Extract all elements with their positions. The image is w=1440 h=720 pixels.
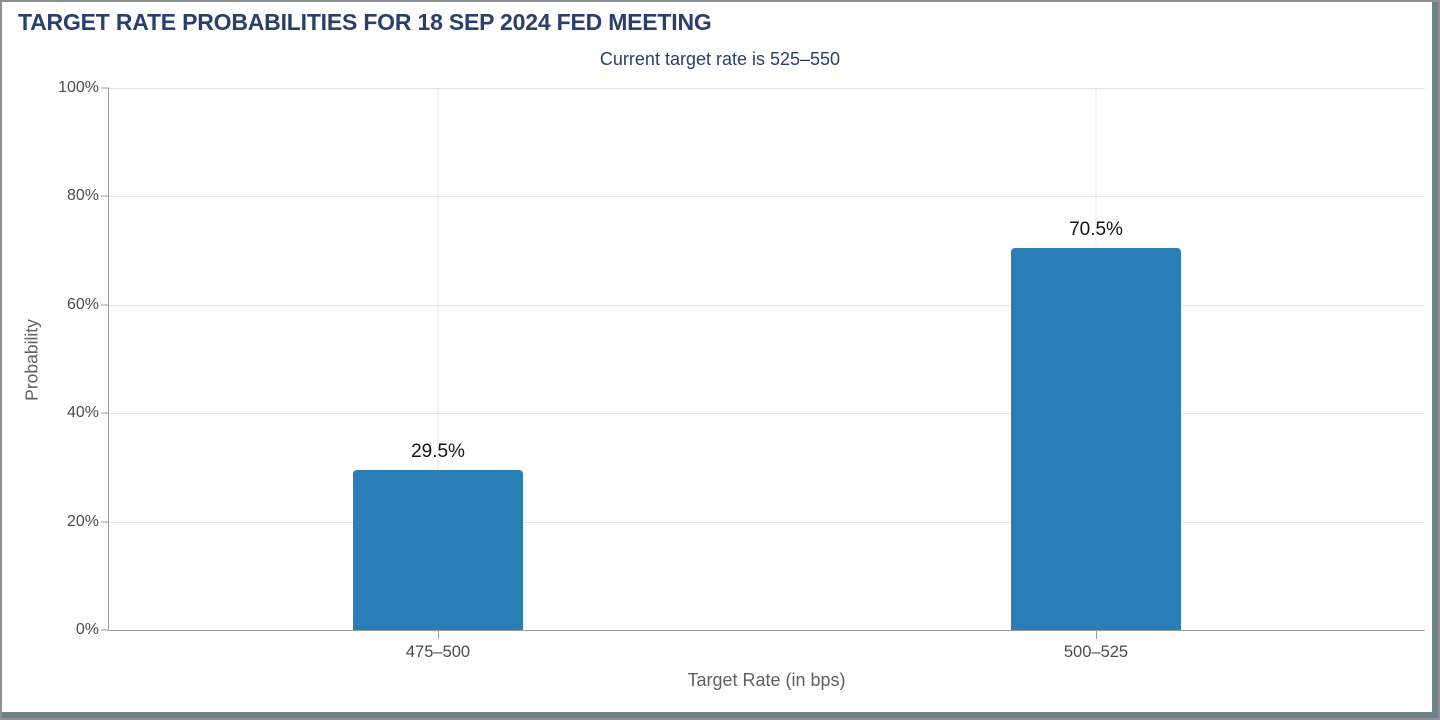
y-tick-mark — [101, 87, 109, 89]
y-tick-label: 80% — [66, 187, 99, 205]
gridline-h-40 — [109, 413, 1425, 415]
x-tick-mark — [1096, 630, 1097, 639]
chart-subtitle: Current target rate is 525–550 — [599, 49, 841, 69]
gridline-h-60 — [109, 304, 1425, 306]
gridline-h-80 — [109, 196, 1425, 198]
bar-value-label: 70.5% — [1069, 218, 1123, 240]
gridline-h-100 — [109, 88, 1425, 89]
y-tick-label: 60% — [66, 295, 99, 313]
gridline-h-20 — [109, 521, 1425, 523]
y-tick-label: 20% — [66, 512, 99, 530]
y-tick-mark — [101, 412, 109, 414]
bar-500-525[interactable] — [1011, 247, 1181, 630]
x-tick-mark — [438, 630, 439, 639]
y-tick-mark — [101, 521, 109, 523]
x-tick-label: 475–500 — [405, 643, 471, 661]
plot-area: 0% 20% 40% 60% 80% 100% 29.5% 70.5% 475–… — [58, 80, 1425, 661]
y-tick-label: 40% — [66, 404, 99, 422]
y-tick-mark — [101, 304, 109, 306]
window-edge-bottom — [2, 712, 1438, 718]
y-tick-label: 0% — [75, 621, 99, 638]
bar-475-500[interactable] — [353, 470, 523, 630]
chart-title: TARGET RATE PROBABILITIES FOR 18 SEP 202… — [18, 9, 712, 35]
x-axis-title: Target Rate (in bps) — [687, 670, 846, 690]
gridline-v-cat1 — [437, 88, 439, 630]
y-tick-label: 100% — [58, 79, 99, 96]
x-tick-label: 500–525 — [1063, 643, 1129, 661]
window-edge-right — [1432, 2, 1438, 718]
y-axis-title: Probability — [21, 319, 42, 401]
bar-value-label: 29.5% — [411, 441, 465, 463]
y-tick-mark — [101, 629, 109, 631]
y-tick-mark — [101, 195, 109, 197]
